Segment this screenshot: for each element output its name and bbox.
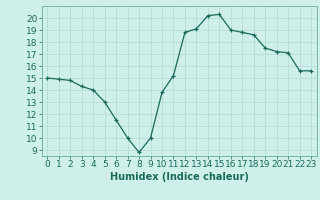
X-axis label: Humidex (Indice chaleur): Humidex (Indice chaleur) [110, 172, 249, 182]
